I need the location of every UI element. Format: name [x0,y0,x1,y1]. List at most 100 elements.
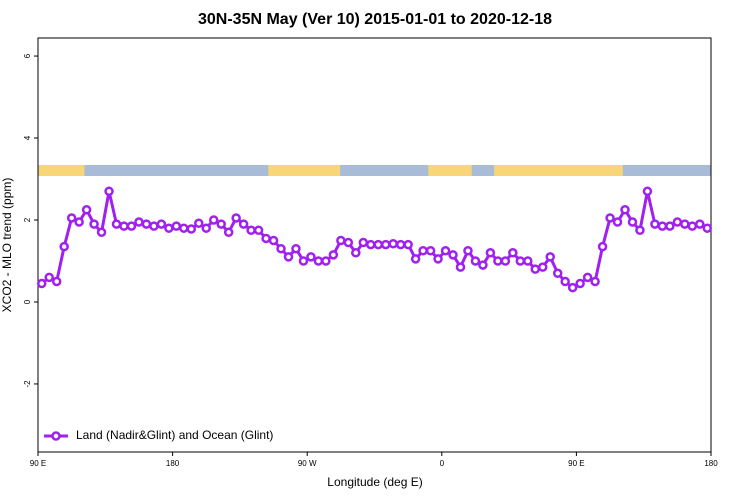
data-point [164,223,174,233]
y-tick-label: 4 [23,135,32,140]
ocean-band [38,165,711,176]
data-point [149,221,159,231]
data-point [291,243,301,254]
plot-frame [37,37,712,453]
y-tick-label: 2 [23,217,32,222]
data-point [373,239,383,250]
data-point [156,219,167,229]
data-point [231,213,241,223]
data-point [463,245,473,256]
data-point [328,250,339,260]
data-point [590,276,600,287]
data-point [485,248,496,258]
data-point [433,254,443,264]
data-point [620,204,630,215]
data-point [388,239,398,249]
data-point [141,219,152,229]
data-point [680,219,690,229]
data-point [410,254,421,264]
data-point [665,221,675,231]
data-point [321,256,331,266]
data-point [380,239,391,250]
data-point [216,219,226,229]
land-segment [38,165,85,176]
data-point [560,276,570,287]
data-point [575,278,585,289]
data-point [276,243,286,254]
data-point [657,221,668,231]
data-point [119,221,129,231]
data-point [403,239,413,250]
data-point [74,217,84,227]
data-point [418,245,428,256]
data-point [395,239,406,250]
data-point [538,262,548,272]
data-point [96,227,107,238]
data-point [201,223,211,233]
data-point [89,219,99,229]
data-point [687,221,698,231]
data-point [51,276,62,287]
data-point [627,217,638,227]
data-point [111,219,122,229]
data-point [695,219,705,229]
data-point [246,225,256,235]
data-point [343,237,354,248]
data-point [500,256,511,266]
data-point [366,239,376,250]
data-point [223,227,234,238]
land-segment [268,165,341,176]
data-point [36,278,47,289]
data-point [358,237,369,248]
data-point [612,217,623,227]
data-point [283,252,294,262]
data-point [194,218,204,229]
data-point [104,186,114,197]
data-point [306,252,316,262]
data-point [268,235,279,246]
legend-label: Land (Nadir&Glint) and Ocean (Glint) [76,428,273,442]
data-point [425,245,436,256]
data-point [179,223,189,233]
data-point [552,268,563,279]
data-point [650,219,660,229]
x-tick-label: 0 [440,459,445,468]
data-point [261,233,271,244]
data-point [597,241,608,252]
data-point [351,248,361,258]
data-point [508,248,518,258]
data-point [582,272,593,283]
data-point [523,256,533,266]
data-point [470,256,481,266]
data-point [545,252,555,262]
data-point [672,217,683,227]
land-segment [494,165,623,176]
data-point [44,272,54,283]
data-point [208,215,219,225]
data-point [171,221,182,231]
data-point [313,256,324,266]
chart-title: 30N-35N May (Ver 10) 2015-01-01 to 2020-… [198,11,552,28]
data-point [515,256,526,266]
data-point [448,250,458,260]
data-point [253,225,264,235]
legend-marker [51,431,61,441]
x-tick-label: 90 E [30,459,46,468]
data-point [605,213,615,223]
data-point [702,223,713,233]
data-point [635,225,645,235]
data-point [440,245,451,256]
data-point [59,241,69,252]
y-tick-label: 0 [23,299,32,304]
series-line [40,189,708,290]
land-segment [428,165,472,176]
data-point [530,264,541,274]
x-tick-label: 180 [166,459,180,468]
data-point [567,282,578,293]
data-point [642,186,653,197]
data-point [81,204,92,215]
x-tick-label: 90 W [298,459,317,468]
data-point [298,256,309,266]
data-point [66,213,77,223]
